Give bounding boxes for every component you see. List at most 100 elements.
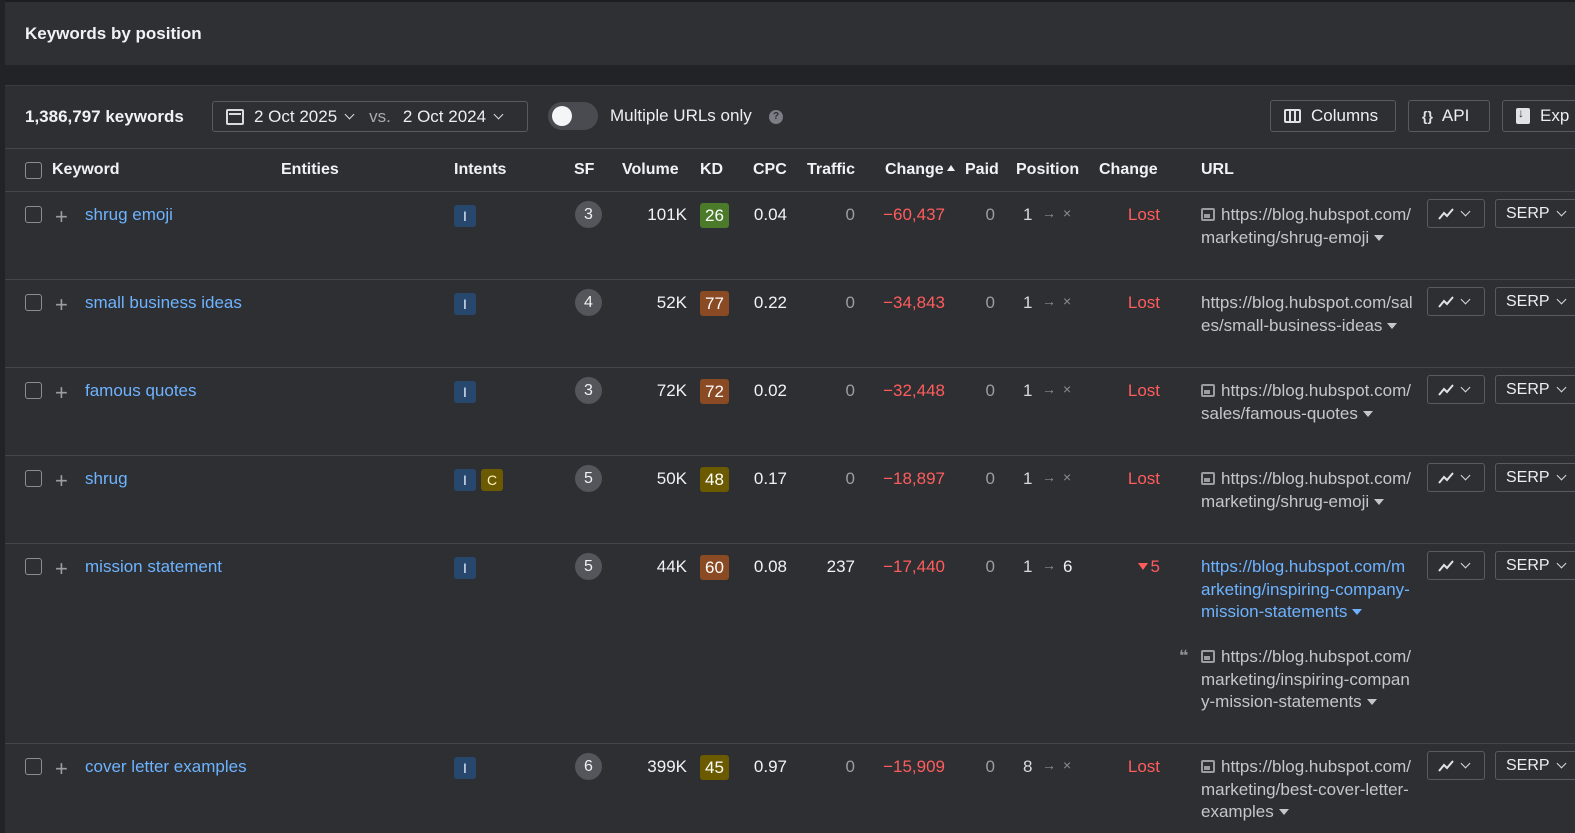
url-text: https://blog.hubspot.com/marketing/best-… xyxy=(1201,757,1411,821)
arrow-right-icon: → xyxy=(1042,381,1056,397)
col-sf[interactable]: SF xyxy=(574,161,595,178)
export-button[interactable]: Exp xyxy=(1502,100,1575,132)
row-checkbox[interactable] xyxy=(25,206,42,223)
position-to: × xyxy=(1063,469,1072,485)
add-keyword-icon[interactable]: + xyxy=(55,756,68,781)
ranking-url[interactable]: https://blog.hubspot.com/sales/famous-qu… xyxy=(1201,380,1413,425)
traffic-change-value: −15,909 xyxy=(883,757,945,776)
col-change[interactable]: Change xyxy=(885,161,955,179)
add-keyword-icon[interactable]: + xyxy=(55,204,68,229)
serp-button[interactable]: SERP xyxy=(1495,551,1575,580)
col-position[interactable]: Position xyxy=(1016,161,1080,178)
select-all-checkbox[interactable] xyxy=(25,162,42,179)
col-traffic[interactable]: Traffic xyxy=(807,161,856,178)
table-row: + small business ideas I 4 52K 77 0.22 0 −34,843… xyxy=(5,280,1575,368)
trend-button[interactable] xyxy=(1427,551,1485,580)
keyword-link[interactable]: shrug xyxy=(85,469,128,488)
col-paid[interactable]: Paid xyxy=(965,161,999,178)
serp-features-count[interactable]: 3 xyxy=(575,201,602,228)
serp-label: SERP xyxy=(1506,756,1550,774)
col-intents[interactable]: Intents xyxy=(454,161,507,178)
api-button[interactable]: {} API xyxy=(1408,100,1490,132)
row-checkbox[interactable] xyxy=(25,558,42,575)
row-checkbox[interactable] xyxy=(25,294,42,311)
keyword-link[interactable]: famous quotes xyxy=(85,381,197,400)
arrow-right-icon: → xyxy=(1042,557,1056,573)
position-change-value: Lost xyxy=(1127,293,1160,312)
caret-down-icon[interactable] xyxy=(1374,234,1385,241)
keyword-link[interactable]: shrug emoji xyxy=(85,205,173,224)
triangle-down-icon xyxy=(1137,563,1148,570)
serp-button[interactable]: SERP xyxy=(1495,463,1575,492)
date-range-selector[interactable]: 2 Oct 2025 vs. 2 Oct 2024 xyxy=(212,101,528,132)
traffic-value: 0 xyxy=(845,381,855,400)
serp-features-count[interactable]: 5 xyxy=(575,553,602,580)
serp-features-count[interactable]: 3 xyxy=(575,377,602,404)
caret-down-icon[interactable] xyxy=(1278,809,1289,815)
add-keyword-icon[interactable]: + xyxy=(55,380,68,405)
braces-icon: {} xyxy=(1422,108,1433,124)
keyword-link[interactable]: cover letter examples xyxy=(85,757,247,776)
report-header: Keywords by position xyxy=(5,0,1575,65)
serp-label: SERP xyxy=(1506,204,1550,222)
trend-button[interactable] xyxy=(1427,375,1485,404)
ranking-url[interactable]: https://blog.hubspot.com/marketing/inspi… xyxy=(1201,556,1413,624)
chevron-down-icon xyxy=(1460,294,1471,304)
ranking-url-secondary[interactable]: https://blog.hubspot.com/marketing/inspi… xyxy=(1201,646,1413,714)
api-label: API xyxy=(1441,106,1470,125)
caret-down-icon[interactable] xyxy=(1366,699,1377,705)
intent-badge: I xyxy=(454,293,476,315)
columns-button[interactable]: Columns xyxy=(1270,100,1396,132)
col-url[interactable]: URL xyxy=(1201,161,1234,178)
traffic-value: 0 xyxy=(845,205,855,224)
position-to: × xyxy=(1063,381,1072,397)
trend-button[interactable] xyxy=(1427,463,1485,492)
row-checkbox[interactable] xyxy=(25,758,42,775)
help-icon[interactable]: ? xyxy=(769,110,783,124)
ranking-url[interactable]: https://blog.hubspot.com/marketing/shrug… xyxy=(1201,468,1413,513)
caret-down-icon[interactable] xyxy=(1362,410,1373,417)
caret-down-icon[interactable] xyxy=(1387,322,1398,329)
keyword-link[interactable]: small business ideas xyxy=(85,293,242,312)
serp-button[interactable]: SERP xyxy=(1495,375,1575,404)
col-volume[interactable]: Volume xyxy=(622,161,679,178)
col-keyword[interactable]: Keyword xyxy=(52,161,120,178)
row-checkbox[interactable] xyxy=(25,470,42,487)
serp-button[interactable]: SERP xyxy=(1495,199,1575,228)
volume-value: 52K xyxy=(656,293,687,312)
serp-button[interactable]: SERP xyxy=(1495,287,1575,316)
ranking-url[interactable]: https://blog.hubspot.com/sales/small-bus… xyxy=(1201,292,1413,337)
paid-value: 0 xyxy=(985,205,995,224)
traffic-change-value: −34,843 xyxy=(883,293,945,312)
export-icon xyxy=(1516,106,1530,124)
ranking-url[interactable]: https://blog.hubspot.com/marketing/best-… xyxy=(1201,756,1413,824)
multiple-urls-toggle[interactable] xyxy=(548,102,598,130)
caret-down-icon[interactable] xyxy=(1374,498,1385,505)
intent-badge: I xyxy=(454,557,476,579)
serp-button[interactable]: SERP xyxy=(1495,751,1575,780)
trend-line-icon xyxy=(1438,295,1454,308)
export-label: Exp xyxy=(1540,106,1570,125)
col-entities[interactable]: Entities xyxy=(281,161,339,178)
add-keyword-icon[interactable]: + xyxy=(55,292,68,317)
sort-ascending-icon xyxy=(946,165,955,171)
serp-features-count[interactable]: 6 xyxy=(575,753,602,780)
serp-features-count[interactable]: 5 xyxy=(575,465,602,492)
serp-features-count[interactable]: 4 xyxy=(575,289,602,316)
add-keyword-icon[interactable]: + xyxy=(55,556,68,581)
trend-button[interactable] xyxy=(1427,287,1485,316)
image-icon xyxy=(1201,472,1215,485)
trend-button[interactable] xyxy=(1427,751,1485,780)
col-position-change[interactable]: Change xyxy=(1099,161,1158,178)
caret-down-icon[interactable] xyxy=(1352,609,1363,615)
date-compare: 2 Oct 2024 xyxy=(402,106,487,126)
position-to: × xyxy=(1063,205,1072,221)
keyword-link[interactable]: mission statement xyxy=(85,557,222,576)
trend-button[interactable] xyxy=(1427,199,1485,228)
col-kd[interactable]: KD xyxy=(700,161,724,178)
intent-badge: I xyxy=(454,205,476,227)
add-keyword-icon[interactable]: + xyxy=(55,468,68,493)
row-checkbox[interactable] xyxy=(25,382,42,399)
ranking-url[interactable]: https://blog.hubspot.com/marketing/shrug… xyxy=(1201,204,1413,249)
col-cpc[interactable]: CPC xyxy=(753,161,787,178)
